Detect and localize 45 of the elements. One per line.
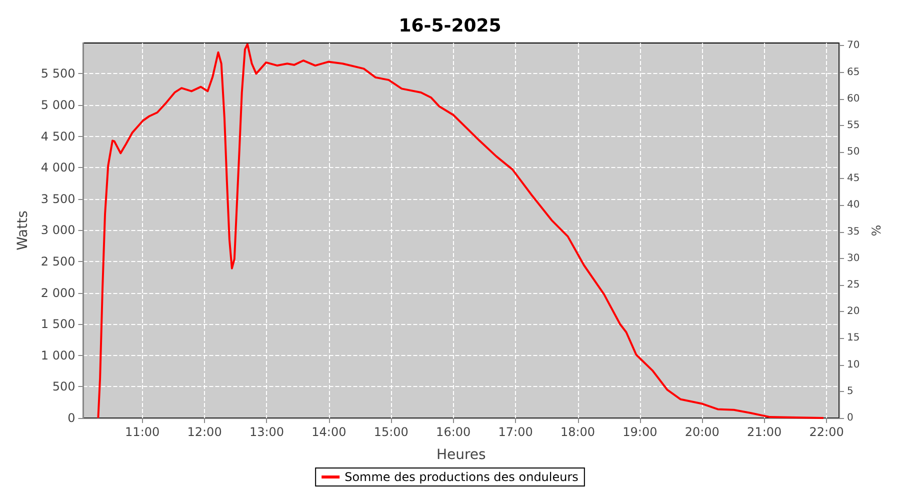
x-tick-label: 16:00 [436, 425, 471, 439]
y2-tick-label: 15 [847, 332, 860, 344]
y2-tick-label: 30 [847, 252, 860, 264]
y-axis-title: Watts [15, 210, 31, 250]
y-tick-label: 3 000 [40, 223, 76, 238]
x-tick-label: 12:00 [187, 425, 222, 439]
y2-tick-label: 25 [847, 280, 860, 291]
y-tick-label: 3 500 [40, 192, 76, 206]
y2-tick-label: 40 [847, 200, 860, 211]
y-tick-label: 4 500 [40, 129, 76, 144]
chart-title: 16-5-2025 [398, 16, 502, 36]
x-axis-title: Heures [436, 447, 486, 463]
y2-tick-label: 0 [847, 412, 854, 424]
y-tick-label: 1 000 [40, 348, 76, 362]
y-tick-label: 500 [52, 380, 76, 394]
y2-tick-label: 50 [847, 146, 860, 158]
y2-tick-label: 10 [847, 359, 860, 370]
y-tick-label: 2 500 [40, 254, 76, 268]
y2-tick-label: 20 [847, 306, 860, 318]
y2-tick-label: 65 [847, 66, 860, 78]
y-tick-label: 4 000 [40, 160, 76, 175]
x-tick-label: 17:00 [498, 425, 533, 439]
y2-tick-label: 55 [847, 120, 860, 131]
y2-tick-label: 45 [847, 173, 860, 184]
y-tick-label: 1 500 [40, 317, 76, 332]
y2-tick-label: 60 [847, 93, 860, 104]
x-tick-label: 21:00 [747, 425, 782, 439]
legend-label: Somme des productions des onduleurs [344, 470, 578, 484]
y2-tick-label: 35 [847, 226, 860, 238]
x-tick-label: 22:00 [809, 425, 844, 439]
y2-tick-label: 5 [847, 386, 854, 397]
x-tick-label: 20:00 [684, 425, 720, 439]
x-tick-label: 14:00 [312, 425, 346, 439]
x-tick-label: 13:00 [249, 425, 284, 439]
y-tick-label: 5 500 [40, 66, 76, 81]
y2-axis-title: % [870, 224, 884, 236]
y-tick-label: 5 000 [40, 98, 76, 112]
y-tick-label: 2 000 [40, 286, 76, 300]
line-series [97, 43, 824, 419]
x-tick-label: 11:00 [125, 425, 160, 439]
y2-tick-label: 70 [847, 40, 860, 52]
x-tick-label: 19:00 [622, 425, 658, 439]
x-tick-label: 15:00 [374, 425, 408, 439]
x-tick-label: 18:00 [560, 425, 596, 439]
y-tick-label: 0 [68, 411, 76, 425]
